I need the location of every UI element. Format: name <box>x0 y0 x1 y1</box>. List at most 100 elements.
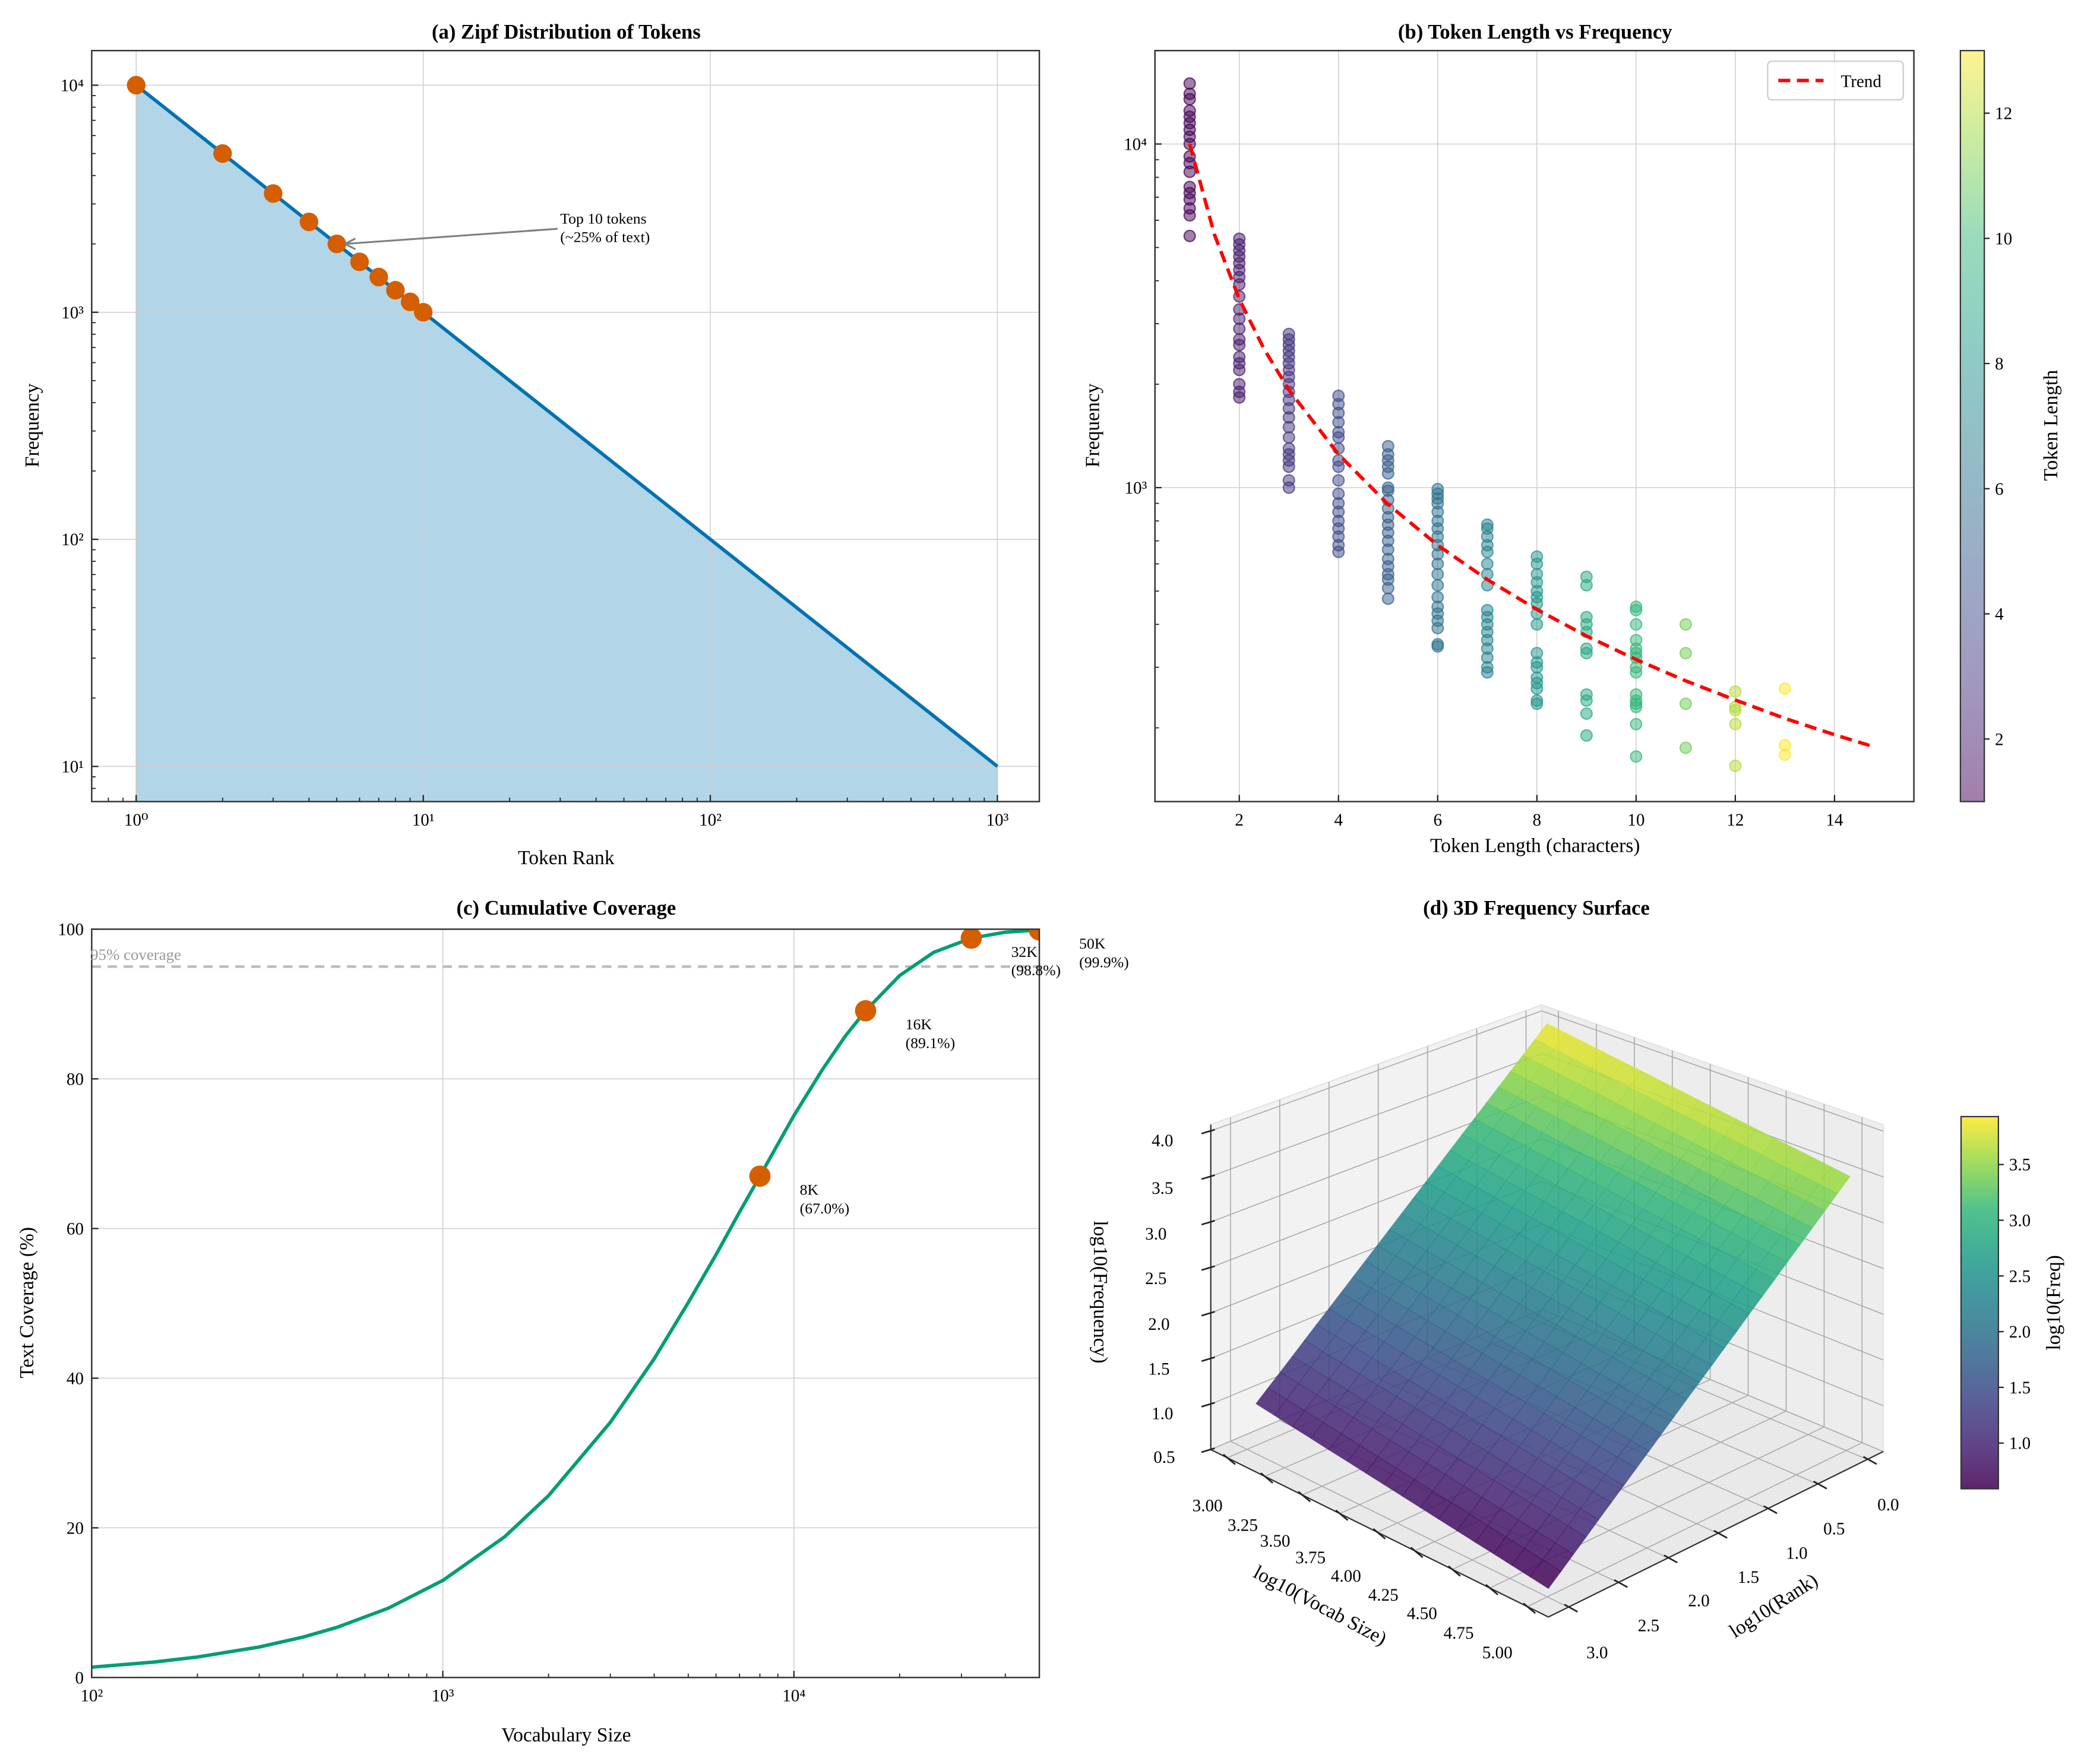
plot-area <box>1183 77 1875 772</box>
top-token-marker <box>350 252 369 271</box>
scatter-point <box>1778 748 1791 761</box>
vocab-tick-label: 4.75 <box>1444 1624 1474 1643</box>
colorbar-tick-label: 4 <box>1995 605 2004 624</box>
colorbar-tick-label: 1.5 <box>2009 1379 2031 1398</box>
vocab-tick <box>1373 1528 1386 1539</box>
colorbar-d: 1.0 1.5 2.0 2.5 3.0 3.5 log10(Freq) <box>1960 1115 2065 1490</box>
colorbar-d-outline <box>1960 1115 1999 1490</box>
annotation: Top 10 tokens (~25% of text) <box>344 210 650 251</box>
panel-c-title: (c) Cumulative Coverage <box>456 896 676 919</box>
scatter-point <box>1381 467 1394 480</box>
colorbar-tick-label: 2 <box>1995 730 2004 749</box>
scatter-point <box>1630 717 1643 731</box>
scatter-point <box>1183 209 1196 222</box>
top-token-marker <box>369 267 388 287</box>
scatter-point <box>1282 421 1295 434</box>
top-token-marker <box>327 234 346 254</box>
z-tick <box>1201 1311 1215 1317</box>
scatter-point <box>1580 694 1593 707</box>
rank-tick-label: 1.0 <box>1786 1544 1807 1563</box>
rank-tick-label: 2.0 <box>1688 1592 1709 1611</box>
rank-tick <box>1862 1456 1877 1465</box>
y-tick-label: 20 <box>67 1519 84 1538</box>
panel-c-ylabel: Text Coverage (%) <box>16 1227 38 1379</box>
vocab-tick-label: 3.25 <box>1228 1516 1258 1535</box>
x-tick-label: 4 <box>1334 811 1343 830</box>
scatter-point <box>1381 581 1394 595</box>
coverage-95-label: 95% coverage <box>90 946 181 963</box>
panel-a-title: (a) Zipf Distribution of Tokens <box>432 20 701 43</box>
top-token-marker <box>400 292 420 311</box>
scatter-point <box>1580 647 1593 660</box>
scatter-point <box>1431 578 1444 592</box>
gridline <box>1527 1442 1862 1607</box>
y-tick-label: 10⁴ <box>1124 135 1147 154</box>
annotation-arrow <box>344 227 558 245</box>
panel-b: (b) Token Length vs Frequency Token Leng… <box>1082 20 2063 857</box>
rank-tick-label: 3.0 <box>1586 1643 1608 1662</box>
x-tick-label: 10³ <box>986 811 1008 830</box>
z-tick <box>1201 1402 1215 1408</box>
legend: Trend <box>1767 60 1904 101</box>
plot-area <box>127 75 999 768</box>
vocab-tick-label: 3.50 <box>1260 1532 1291 1551</box>
rank-tick <box>1813 1481 1827 1490</box>
y-tick-label: 100 <box>58 921 84 940</box>
z-tick <box>1201 1174 1215 1180</box>
rank-tick <box>1564 1604 1579 1613</box>
scatter-point <box>1183 93 1196 106</box>
scatter-point <box>1580 707 1593 720</box>
vocab-tick <box>1410 1547 1424 1558</box>
gridline <box>1210 1010 1884 1132</box>
scatter-point <box>1729 704 1742 717</box>
arrowhead-icon <box>344 238 356 251</box>
scatter-point <box>1580 729 1593 742</box>
y-tick-label: 10³ <box>61 304 84 323</box>
rank-tick <box>1763 1505 1778 1515</box>
top-token-marker <box>386 281 405 300</box>
panel-c-xlabel: Vocabulary Size <box>501 1724 631 1746</box>
vocab-tick-label: 4.00 <box>1331 1567 1361 1586</box>
vocab-marker-label: 50K <box>1079 935 1106 952</box>
scatter-point <box>1630 666 1643 679</box>
scatter-point <box>1282 460 1295 473</box>
vocab-tick-label: 5.00 <box>1482 1643 1513 1662</box>
panel-a: (a) Zipf Distribution of Tokens Token Ra… <box>21 20 1041 869</box>
axes-spine <box>91 49 1041 802</box>
scatter-point <box>1233 391 1246 404</box>
scatter-point <box>1481 545 1494 558</box>
zipf-line <box>135 84 999 768</box>
scatter-point <box>1282 431 1295 444</box>
scatter-point <box>1183 77 1196 90</box>
scatter-point <box>1233 339 1246 352</box>
rank-tick-label: 1.5 <box>1738 1568 1759 1587</box>
vocab-marker-label: (99.9%) <box>1079 953 1129 970</box>
scatter-point <box>1233 363 1246 377</box>
rank-tick <box>1664 1554 1678 1564</box>
surface <box>1255 1023 1851 1589</box>
panel-d: (d) 3D Frequency Surface 0.5 1.0 1.5 2.0 2.5… <box>1089 896 2065 1662</box>
scatter-point <box>1332 460 1345 473</box>
panel-b-xlabel: Token Length (characters) <box>1430 835 1640 857</box>
scatter-point <box>1431 568 1444 581</box>
y-tick-label: 40 <box>67 1369 84 1388</box>
panel-b-title: (b) Token Length vs Frequency <box>1398 20 1672 43</box>
gridline <box>1230 1440 1569 1608</box>
vocab-marker <box>1029 929 1040 941</box>
z-tick-label: 1.0 <box>1152 1405 1173 1424</box>
vocab-marker-label: (89.1%) <box>906 1034 956 1051</box>
scatter-point <box>1679 618 1692 631</box>
vocab-tick <box>1260 1472 1273 1484</box>
colorbar-tick-label: 10 <box>1995 229 2012 248</box>
vocab-tick <box>1523 1602 1536 1614</box>
vocab-tick <box>1447 1565 1461 1577</box>
top-token-marker <box>299 212 318 232</box>
colorbar-b-label: Token Length <box>2040 370 2062 481</box>
scatter-point <box>1481 666 1494 679</box>
colorbar-tick-label: 6 <box>1995 480 2004 499</box>
plot-area <box>91 929 1040 1669</box>
x-tick-label: 10¹ <box>412 811 435 830</box>
scatter-point <box>1431 557 1444 570</box>
panel-b-ylabel: Frequency <box>1082 383 1104 467</box>
